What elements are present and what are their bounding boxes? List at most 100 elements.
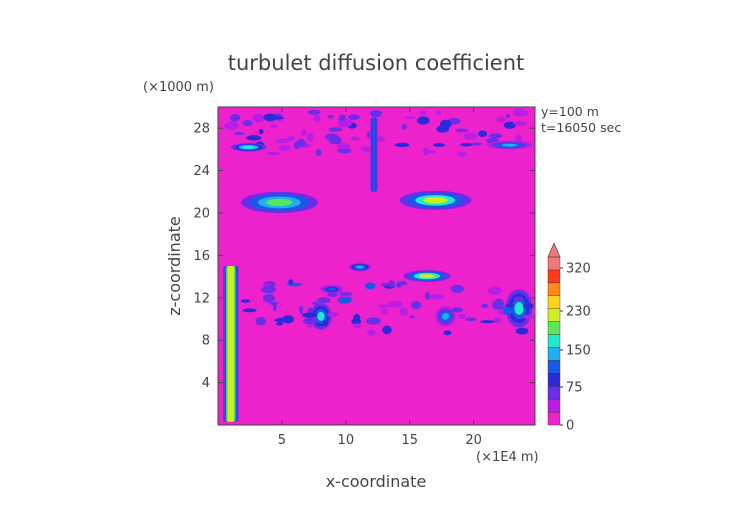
heatmap-cell xyxy=(230,114,241,122)
heatmap-cell xyxy=(337,147,352,154)
heatmap-cell xyxy=(296,138,306,147)
heatmap-cell xyxy=(478,130,488,137)
heatmap-cell xyxy=(326,292,338,297)
heatmap-cell xyxy=(514,301,524,315)
heatmap-cell xyxy=(401,124,407,130)
y-tick-label: 28 xyxy=(193,122,210,137)
heatmap-cell xyxy=(458,313,466,320)
heatmap-cell xyxy=(263,113,278,122)
heatmap-cell xyxy=(442,312,450,320)
colorbar-label: 320 xyxy=(566,262,591,277)
colorbar-segment xyxy=(547,295,561,309)
heatmap-cell xyxy=(339,292,353,297)
heatmap-cell xyxy=(480,320,496,324)
colorbar-segment xyxy=(547,308,561,322)
x-axis-title: x-coordinate xyxy=(326,472,427,491)
colorbar-segment xyxy=(547,269,561,284)
heatmap-cell xyxy=(381,308,389,315)
heatmap-cell xyxy=(435,110,442,116)
heatmap-cell xyxy=(503,121,516,129)
heatmap-cell xyxy=(501,143,518,147)
heatmap-cell xyxy=(353,323,362,329)
y-tick-label: 16 xyxy=(193,249,210,264)
heatmap-cell xyxy=(328,127,343,132)
heatmap-cell xyxy=(460,142,473,147)
colorbar-segment xyxy=(547,360,561,374)
heatmap-cell xyxy=(432,143,446,147)
heatmap-cell xyxy=(440,119,452,129)
colorbar-extend-triangle xyxy=(547,242,561,258)
y-axis-title: z-coordinate xyxy=(165,216,184,316)
heatmap-cell xyxy=(275,138,290,144)
heatmap-cell xyxy=(338,116,346,121)
heatmap-cell xyxy=(388,300,403,308)
heatmap-cell xyxy=(370,109,383,118)
heatmap-cell xyxy=(423,150,437,154)
colorbar-segment xyxy=(547,411,561,426)
heatmap-cell xyxy=(262,293,275,303)
heatmap-cell xyxy=(463,132,478,140)
heatmap-cell xyxy=(271,116,284,120)
heatmap-cell xyxy=(311,301,320,305)
colorbar-label: 150 xyxy=(566,344,591,359)
heatmap-cell xyxy=(351,318,362,325)
x-tick-label: 5 xyxy=(278,433,286,448)
heatmap-cell xyxy=(513,121,527,126)
heatmap-cell xyxy=(270,124,278,129)
heatmap-cell xyxy=(497,309,504,315)
heatmap-cell xyxy=(317,297,331,304)
heatmap-cell xyxy=(327,287,336,291)
y-tick-label: 20 xyxy=(193,207,210,222)
colorbar-label: 230 xyxy=(566,305,591,320)
heatmap-cell xyxy=(255,317,267,326)
heatmap-cell xyxy=(301,312,318,318)
heatmap-cell xyxy=(512,108,525,117)
heatmap-cell xyxy=(500,306,513,315)
heatmap-cell xyxy=(361,146,372,152)
heatmap-cell xyxy=(394,142,410,148)
heatmap-cell xyxy=(496,116,507,123)
heatmap-cell xyxy=(372,117,376,192)
heatmap-cell xyxy=(492,300,505,308)
y-tick-label: 4 xyxy=(202,376,210,391)
colorbar-segment xyxy=(547,398,561,413)
heatmap-cell xyxy=(246,135,262,141)
heatmap-cell xyxy=(364,282,376,290)
heatmap-cell xyxy=(399,307,408,316)
heatmap-cell xyxy=(288,279,294,285)
heatmap-cell xyxy=(307,109,321,115)
heatmap-cell xyxy=(380,282,391,287)
heatmap-cell xyxy=(493,317,502,324)
heatmap-cell xyxy=(457,151,468,158)
heatmap-cell xyxy=(242,308,257,313)
heatmap-cell xyxy=(233,131,245,135)
heatmap-cell xyxy=(418,274,436,279)
heatmap-cell xyxy=(513,296,524,302)
heatmap-cell xyxy=(396,281,402,288)
y-unit-label: (×1000 m) xyxy=(143,80,214,95)
x-tick-label: 20 xyxy=(465,433,482,448)
colorbar: 0 75 150 230 320 xyxy=(547,242,591,434)
heatmap-cell xyxy=(261,285,277,294)
heatmap-cell xyxy=(420,110,427,116)
heatmap-cell xyxy=(317,311,325,321)
colorbar-segment xyxy=(547,282,561,296)
heatmap-cell xyxy=(307,324,312,328)
heatmap-cell xyxy=(515,327,529,335)
heatmap-cell xyxy=(266,151,281,156)
heatmap-cell xyxy=(377,304,390,309)
x-tick-label: 10 xyxy=(338,433,355,448)
heatmap-cell xyxy=(366,329,376,336)
heatmap-cell xyxy=(513,322,519,327)
heatmap-cell xyxy=(382,325,392,335)
heatmap-cell xyxy=(388,280,395,288)
y-tick-label: 24 xyxy=(193,164,210,179)
heatmap-cell xyxy=(355,265,364,269)
heatmap-cell xyxy=(522,303,534,309)
heatmap-cell xyxy=(365,317,381,325)
colorbar-segment xyxy=(547,373,561,387)
heatmap-cell xyxy=(514,134,522,144)
heatmap-cell xyxy=(489,133,503,139)
heatmap-cell xyxy=(240,299,251,303)
